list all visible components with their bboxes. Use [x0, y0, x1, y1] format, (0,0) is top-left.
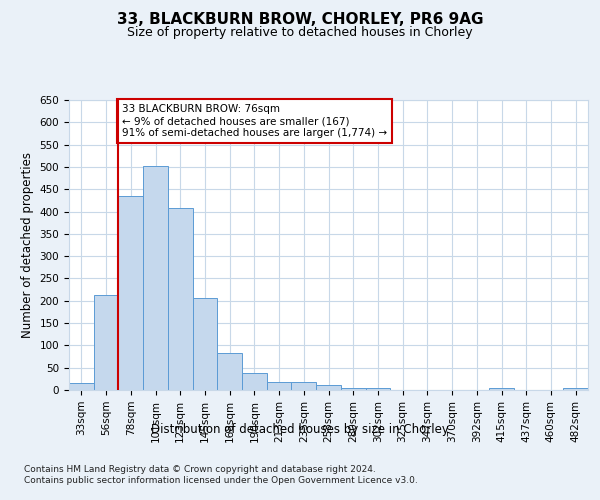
Bar: [217, 352, 242, 390]
Bar: [365, 388, 390, 390]
Bar: [563, 388, 588, 390]
Bar: [341, 388, 365, 390]
Bar: [316, 385, 341, 390]
Bar: [94, 296, 118, 390]
Text: Distribution of detached houses by size in Chorley: Distribution of detached houses by size …: [151, 422, 449, 436]
Bar: [143, 166, 168, 390]
Bar: [69, 384, 94, 390]
Y-axis label: Number of detached properties: Number of detached properties: [21, 152, 34, 338]
Bar: [292, 382, 316, 390]
Text: Contains public sector information licensed under the Open Government Licence v3: Contains public sector information licen…: [24, 476, 418, 485]
Text: Contains HM Land Registry data © Crown copyright and database right 2024.: Contains HM Land Registry data © Crown c…: [24, 465, 376, 474]
Text: 33 BLACKBURN BROW: 76sqm
← 9% of detached houses are smaller (167)
91% of semi-d: 33 BLACKBURN BROW: 76sqm ← 9% of detache…: [122, 104, 387, 138]
Bar: [489, 388, 514, 390]
Text: Size of property relative to detached houses in Chorley: Size of property relative to detached ho…: [127, 26, 473, 39]
Bar: [118, 196, 143, 390]
Bar: [242, 373, 267, 390]
Bar: [193, 298, 217, 390]
Bar: [168, 208, 193, 390]
Bar: [267, 382, 292, 390]
Text: 33, BLACKBURN BROW, CHORLEY, PR6 9AG: 33, BLACKBURN BROW, CHORLEY, PR6 9AG: [117, 12, 483, 28]
